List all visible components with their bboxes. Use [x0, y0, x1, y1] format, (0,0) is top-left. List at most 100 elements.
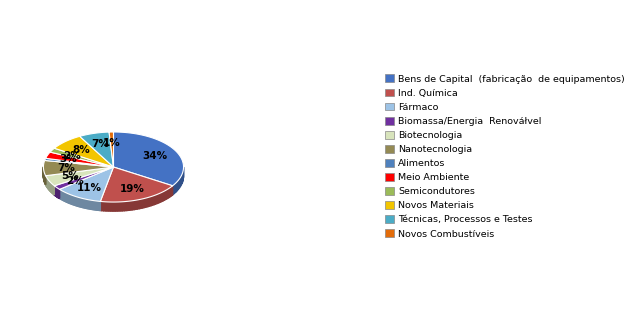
Polygon shape	[54, 167, 113, 189]
Polygon shape	[126, 201, 127, 211]
Polygon shape	[134, 200, 136, 210]
Polygon shape	[150, 197, 151, 206]
Polygon shape	[117, 202, 119, 211]
Polygon shape	[77, 197, 78, 206]
Polygon shape	[91, 200, 92, 209]
Polygon shape	[50, 148, 113, 167]
Polygon shape	[155, 195, 157, 204]
Polygon shape	[92, 200, 93, 210]
Polygon shape	[163, 191, 164, 201]
Text: 11%: 11%	[76, 182, 102, 192]
Polygon shape	[61, 190, 62, 200]
Polygon shape	[141, 199, 142, 208]
Polygon shape	[113, 132, 183, 186]
Polygon shape	[136, 200, 138, 209]
Polygon shape	[110, 202, 112, 211]
Polygon shape	[80, 132, 113, 167]
Polygon shape	[139, 199, 141, 209]
Polygon shape	[96, 201, 97, 210]
Polygon shape	[152, 196, 154, 205]
Polygon shape	[168, 188, 169, 198]
Polygon shape	[65, 192, 66, 202]
Polygon shape	[97, 201, 98, 210]
Polygon shape	[102, 202, 104, 211]
Polygon shape	[132, 201, 134, 210]
Polygon shape	[43, 161, 113, 176]
Polygon shape	[74, 196, 75, 205]
Polygon shape	[86, 199, 87, 208]
Polygon shape	[54, 136, 113, 167]
Polygon shape	[98, 201, 99, 210]
Polygon shape	[177, 180, 178, 191]
Text: 7%: 7%	[57, 163, 75, 173]
Polygon shape	[67, 193, 68, 203]
Polygon shape	[173, 184, 174, 195]
Text: 3%: 3%	[60, 154, 78, 164]
Polygon shape	[84, 199, 85, 208]
Polygon shape	[161, 192, 162, 202]
Polygon shape	[109, 132, 113, 167]
Polygon shape	[164, 191, 166, 200]
Polygon shape	[83, 199, 84, 208]
Polygon shape	[46, 167, 113, 186]
Polygon shape	[129, 201, 131, 210]
Polygon shape	[159, 193, 161, 203]
Polygon shape	[138, 200, 139, 209]
Polygon shape	[174, 183, 176, 193]
Polygon shape	[131, 201, 132, 210]
Polygon shape	[158, 193, 159, 203]
Polygon shape	[124, 202, 126, 211]
Polygon shape	[93, 200, 94, 210]
Polygon shape	[119, 202, 121, 211]
Polygon shape	[109, 202, 110, 211]
Polygon shape	[154, 195, 155, 205]
Polygon shape	[88, 200, 89, 209]
Polygon shape	[69, 194, 70, 204]
Text: 1%: 1%	[103, 138, 121, 148]
Polygon shape	[63, 191, 64, 201]
Text: 19%: 19%	[120, 184, 145, 194]
Polygon shape	[181, 175, 182, 185]
Polygon shape	[107, 202, 109, 211]
Legend: Bens de Capital  (fabricação  de equipamentos), Ind. Química, Fármaco, Biomassa/: Bens de Capital (fabricação de equipamen…	[382, 71, 629, 242]
Polygon shape	[142, 199, 143, 208]
Polygon shape	[171, 187, 172, 196]
Polygon shape	[112, 202, 114, 211]
Polygon shape	[45, 158, 113, 167]
Polygon shape	[145, 198, 147, 207]
Polygon shape	[101, 167, 173, 202]
Text: 2%: 2%	[66, 176, 84, 186]
Polygon shape	[81, 198, 82, 207]
Polygon shape	[166, 189, 168, 199]
Polygon shape	[62, 191, 63, 200]
Polygon shape	[116, 202, 117, 211]
Polygon shape	[60, 190, 61, 199]
Polygon shape	[71, 195, 73, 204]
Polygon shape	[66, 193, 67, 202]
Polygon shape	[82, 198, 83, 208]
Polygon shape	[104, 202, 105, 211]
Polygon shape	[68, 193, 69, 203]
Polygon shape	[172, 186, 173, 196]
Polygon shape	[90, 200, 91, 209]
Polygon shape	[176, 182, 177, 192]
Polygon shape	[59, 167, 113, 202]
Text: 8%: 8%	[72, 145, 90, 155]
Polygon shape	[143, 198, 145, 208]
Polygon shape	[151, 196, 152, 206]
Polygon shape	[75, 196, 76, 206]
Polygon shape	[73, 196, 74, 205]
Polygon shape	[80, 198, 81, 207]
Text: 7%: 7%	[91, 139, 109, 149]
Polygon shape	[127, 201, 129, 210]
Polygon shape	[178, 179, 180, 189]
Text: 34%: 34%	[143, 151, 168, 161]
Polygon shape	[46, 152, 113, 167]
Polygon shape	[64, 192, 65, 201]
Polygon shape	[76, 197, 77, 206]
Polygon shape	[114, 202, 116, 211]
Polygon shape	[180, 176, 181, 187]
Polygon shape	[87, 199, 88, 209]
Polygon shape	[162, 192, 163, 202]
Polygon shape	[78, 197, 79, 207]
